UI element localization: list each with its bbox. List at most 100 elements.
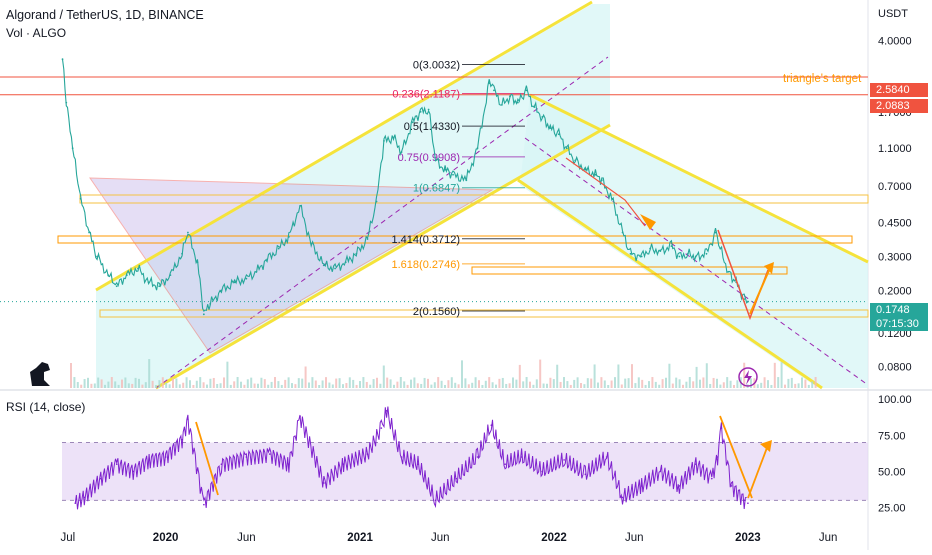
x-tick-label: Jun xyxy=(431,532,450,544)
volume-bar xyxy=(760,382,763,388)
volume-bar xyxy=(542,383,545,388)
rsi-point xyxy=(455,477,458,480)
volume-bar xyxy=(498,378,501,388)
rsi-point xyxy=(659,470,662,473)
price-point xyxy=(255,270,258,273)
volume-bar xyxy=(73,377,76,388)
volume-bar xyxy=(219,383,222,388)
volume-bar xyxy=(461,360,463,388)
volume-bar xyxy=(631,364,633,388)
volume-bar xyxy=(733,384,735,388)
volume-bar xyxy=(627,378,630,388)
volume-bar xyxy=(620,384,623,388)
volume-bar xyxy=(284,379,287,388)
price-point xyxy=(452,173,454,176)
volume-bar xyxy=(559,381,562,388)
rsi-tick-label: 75.00 xyxy=(878,430,906,442)
volume-bar xyxy=(379,383,382,388)
fib-label-1: 0.236(2.1187) xyxy=(392,89,460,101)
price-point xyxy=(629,252,632,255)
price-point xyxy=(233,281,236,284)
volume-bar xyxy=(505,383,508,388)
volume-bar xyxy=(372,379,375,388)
volume-bar xyxy=(308,382,310,388)
volume-bar xyxy=(556,364,559,388)
volume-bar xyxy=(794,383,797,388)
x-tick-label: Jun xyxy=(625,532,644,544)
price-tag-high: 2.5840 xyxy=(870,83,928,97)
price-point xyxy=(266,258,268,261)
price-point xyxy=(220,289,223,292)
fib-label-3: 0.75(0.9908) xyxy=(398,152,460,164)
volume-bar xyxy=(369,384,372,388)
price-point xyxy=(287,235,290,238)
volume-bar xyxy=(641,379,644,388)
price-point xyxy=(277,247,280,250)
rsi-point xyxy=(730,485,733,487)
price-point xyxy=(649,247,652,250)
volume-bar xyxy=(790,377,793,388)
volume-bar xyxy=(199,377,202,388)
volume-bar xyxy=(501,377,504,388)
volume-bar xyxy=(158,380,161,388)
price-point xyxy=(714,231,717,234)
volume-bar xyxy=(665,377,667,388)
volume-bar xyxy=(138,378,140,388)
rsi-point xyxy=(720,427,723,429)
volume-bar xyxy=(454,382,457,388)
volume-bar xyxy=(134,377,137,388)
price-point xyxy=(611,197,613,200)
volume-bar xyxy=(743,362,746,388)
price-point xyxy=(533,106,536,109)
price-tick-label: 0.7000 xyxy=(878,181,912,193)
price-point xyxy=(383,140,385,142)
volume-bar xyxy=(712,377,715,388)
price-point xyxy=(137,267,139,270)
volume-bar xyxy=(338,378,341,388)
price-point xyxy=(727,270,730,273)
volume-bar xyxy=(807,384,810,388)
rsi-point xyxy=(268,453,271,455)
price-point xyxy=(334,267,336,270)
price-point xyxy=(659,250,662,253)
x-tick-label: 2023 xyxy=(735,532,761,544)
price-point xyxy=(392,136,395,139)
volume-bar xyxy=(294,384,297,388)
price-point xyxy=(565,147,568,150)
volume-bar xyxy=(811,381,814,388)
rsi-point xyxy=(434,499,437,502)
rsi-label[interactable]: RSI (14, close) xyxy=(6,400,86,414)
volume-bar xyxy=(447,380,450,388)
volume-bar xyxy=(297,378,300,388)
volume-bar xyxy=(127,383,130,388)
volume-bar xyxy=(335,378,338,388)
rsi-point xyxy=(323,482,325,484)
volume-bar xyxy=(478,380,480,388)
volume-bar xyxy=(736,380,739,388)
volume-bar xyxy=(206,384,208,388)
volume-bar xyxy=(515,379,518,388)
price-point xyxy=(196,261,199,264)
volume-bar xyxy=(209,378,212,388)
price-point xyxy=(444,168,446,171)
volume-bar xyxy=(709,383,712,388)
volume-bar xyxy=(597,382,599,388)
volume-bar xyxy=(185,377,188,388)
volume-bar xyxy=(444,384,446,388)
rsi-point xyxy=(476,456,479,458)
fib-label-5: 1.414(0.3712) xyxy=(392,234,461,246)
volume-bar xyxy=(773,362,776,388)
fib-label-0: 0(3.0032) xyxy=(413,59,460,71)
price-point xyxy=(465,179,468,182)
volume-bar xyxy=(532,384,535,388)
zone-lower xyxy=(99,309,869,318)
rsi-point xyxy=(148,459,150,461)
volume-bar xyxy=(685,381,688,388)
volume-bar xyxy=(593,364,596,388)
volume-bar xyxy=(522,381,525,388)
volume-bar xyxy=(464,378,467,388)
volume-label[interactable]: Vol · ALGO xyxy=(6,26,67,40)
symbol-title[interactable]: Algorand / TetherUS, 1D, BINANCE xyxy=(6,8,204,22)
